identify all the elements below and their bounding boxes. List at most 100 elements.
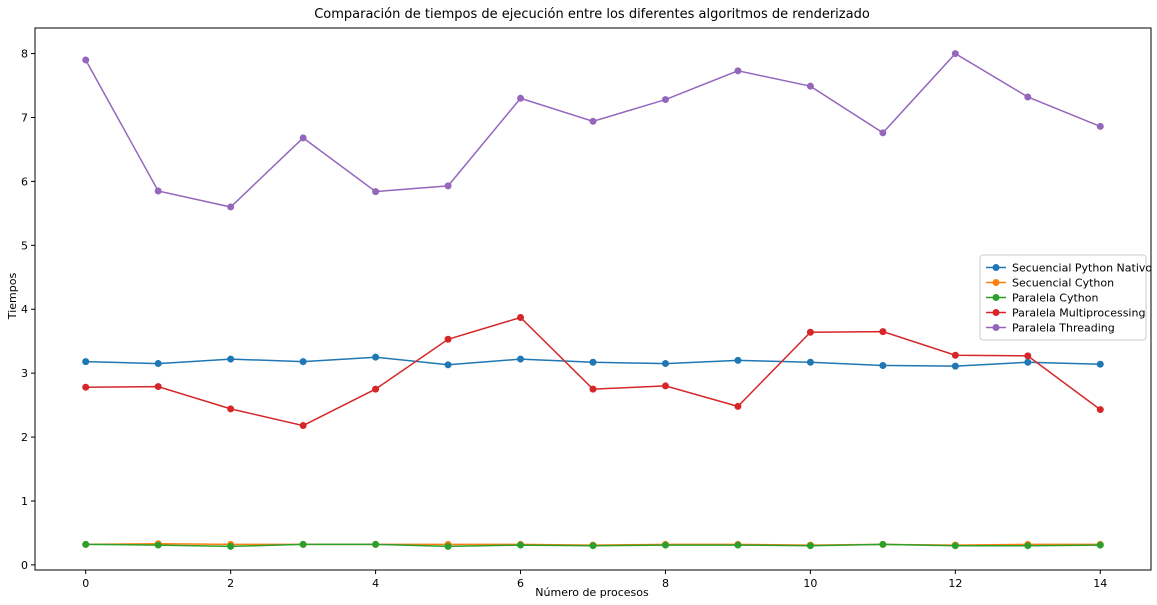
- legend-swatch-marker: [992, 324, 1000, 331]
- data-point: [444, 361, 452, 369]
- data-point: [154, 541, 162, 549]
- data-point: [444, 542, 452, 550]
- x-tick-label: 12: [948, 577, 962, 590]
- legend-item: Paralela Threading: [986, 322, 1115, 335]
- y-tick-label: 6: [21, 175, 28, 188]
- y-tick-label: 3: [21, 367, 28, 380]
- data-point: [1024, 93, 1032, 101]
- legend-item: Paralela Multiprocessing: [986, 307, 1145, 320]
- data-point: [1024, 542, 1032, 550]
- data-point: [589, 358, 597, 366]
- series-line: [85, 316, 1101, 427]
- data-point: [589, 117, 597, 125]
- data-point: [1096, 406, 1104, 414]
- legend-swatch-marker: [992, 309, 1000, 316]
- data-point: [879, 328, 887, 336]
- plot-frame: [34, 27, 1152, 571]
- data-point: [589, 385, 597, 393]
- data-point: [806, 542, 814, 550]
- y-tick-label: 8: [21, 48, 28, 61]
- legend-label: Paralela Cython: [1012, 292, 1098, 305]
- data-point: [517, 355, 525, 363]
- data-point: [227, 203, 235, 211]
- y-tick-label: 2: [21, 431, 28, 444]
- data-point: [1096, 360, 1104, 368]
- data-point: [589, 542, 597, 550]
- y-tick-label: 0: [21, 559, 28, 572]
- x-tick-label: 4: [372, 577, 379, 590]
- y-tick-label: 5: [21, 239, 28, 252]
- data-point: [444, 182, 452, 190]
- legend-item: Secuencial Cython: [986, 277, 1114, 290]
- data-point: [879, 361, 887, 369]
- data-point: [299, 422, 307, 430]
- data-point: [227, 355, 235, 363]
- data-point: [661, 360, 669, 368]
- data-point: [154, 360, 162, 368]
- legend-swatch-marker: [992, 279, 1000, 286]
- data-point: [372, 188, 380, 196]
- series-2: [82, 540, 1104, 550]
- y-tick-label: 4: [21, 303, 28, 316]
- data-point: [372, 540, 380, 548]
- data-point: [661, 96, 669, 104]
- data-point: [299, 540, 307, 548]
- data-point: [951, 362, 959, 370]
- series-4: [82, 50, 1104, 211]
- legend-swatch-marker: [992, 294, 1000, 301]
- x-tick-label: 10: [803, 577, 817, 590]
- data-point: [806, 328, 814, 336]
- data-point: [82, 56, 90, 64]
- data-point: [1024, 352, 1032, 360]
- data-point: [879, 540, 887, 548]
- series-line: [85, 52, 1101, 208]
- data-point: [806, 82, 814, 90]
- legend-label: Secuencial Python Nativo: [1012, 262, 1152, 275]
- data-point: [154, 187, 162, 195]
- x-axis-title: Número de procesos: [535, 586, 649, 599]
- data-point: [1096, 541, 1104, 549]
- data-point: [734, 541, 742, 549]
- data-point: [1024, 358, 1032, 366]
- data-point: [879, 129, 887, 137]
- y-tick-label: 7: [21, 111, 28, 124]
- legend-label: Paralela Threading: [1012, 322, 1115, 335]
- legend-item: Paralela Cython: [986, 292, 1098, 305]
- series-group: [82, 50, 1104, 550]
- x-tick-label: 8: [662, 577, 669, 590]
- data-point: [734, 356, 742, 364]
- chart-title: Comparación de tiempos de ejecución entr…: [314, 7, 870, 22]
- data-point: [661, 382, 669, 390]
- data-point: [734, 402, 742, 410]
- x-tick-label: 6: [517, 577, 524, 590]
- data-point: [227, 542, 235, 550]
- data-point: [299, 358, 307, 366]
- legend-box: [979, 254, 1147, 341]
- x-tick-label: 2: [227, 577, 234, 590]
- data-point: [154, 383, 162, 391]
- data-point: [299, 134, 307, 142]
- legend-label: Paralela Multiprocessing: [1012, 307, 1145, 320]
- data-point: [806, 358, 814, 366]
- data-point: [517, 541, 525, 549]
- data-point: [1096, 122, 1104, 130]
- x-tick-label: 14: [1093, 577, 1107, 590]
- legend-label: Secuencial Cython: [1012, 277, 1114, 290]
- x-tick-label: 0: [82, 577, 89, 590]
- data-point: [227, 405, 235, 413]
- data-point: [517, 94, 525, 102]
- data-point: [661, 541, 669, 549]
- data-point: [951, 542, 959, 550]
- data-point: [82, 383, 90, 391]
- legend-swatch-marker: [992, 264, 1000, 271]
- data-point: [517, 314, 525, 322]
- data-point: [444, 335, 452, 343]
- data-point: [82, 358, 90, 366]
- y-axis-title: Tiempos: [6, 273, 19, 321]
- legend-item: Secuencial Python Nativo: [986, 262, 1152, 275]
- data-point: [951, 351, 959, 359]
- series-3: [82, 314, 1104, 430]
- data-point: [82, 540, 90, 548]
